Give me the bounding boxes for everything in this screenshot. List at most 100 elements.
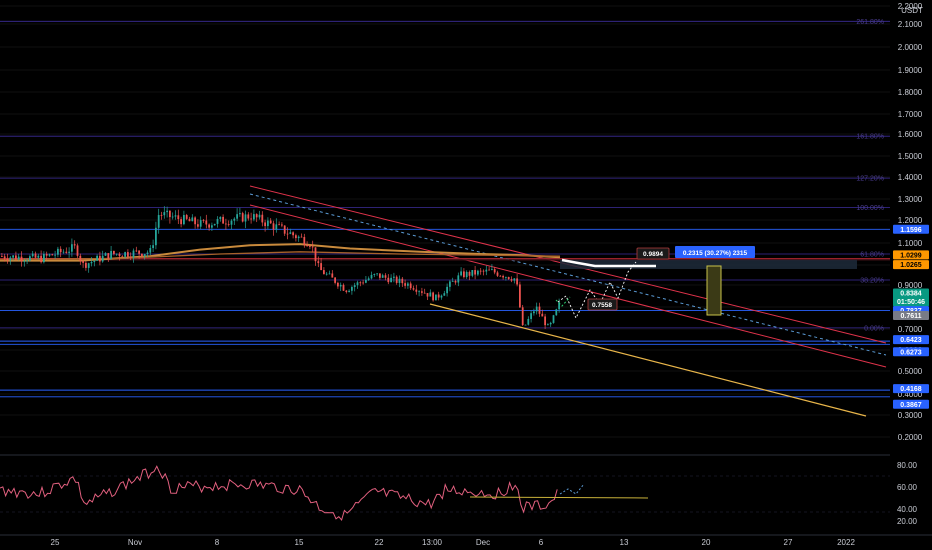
candle-body [552, 315, 555, 323]
candle-body [65, 251, 68, 253]
projected-path-green [555, 296, 571, 307]
rsi-line [0, 465, 558, 522]
candle-body [351, 287, 353, 291]
candle-body [323, 270, 325, 275]
candle-body [244, 214, 247, 222]
candle-body [449, 281, 451, 287]
rsi-panel [0, 454, 890, 522]
candle-body [491, 269, 493, 270]
candle-body [233, 218, 236, 221]
candle-body [314, 247, 317, 262]
candle-body [300, 236, 303, 238]
candle-body [45, 253, 48, 256]
candle-body [205, 220, 208, 225]
candle-body [530, 313, 532, 319]
candle-body [390, 277, 392, 283]
fib-level-label: 161.80% [856, 134, 884, 141]
candle-body [93, 260, 96, 263]
candle-body [202, 220, 205, 221]
candle-body [485, 269, 488, 272]
candle-body [121, 256, 124, 257]
price-tick-label: 1.8000 [898, 88, 923, 97]
candle-body [191, 217, 194, 222]
price-tag-label: 0.3867 [900, 402, 922, 409]
candle-body [177, 215, 180, 220]
candle-body [348, 290, 350, 292]
price-tick-label: 1.3000 [898, 195, 923, 204]
channel-midline [249, 193, 887, 356]
candle-body [468, 271, 471, 276]
candle-body [185, 215, 188, 219]
candle-body [110, 250, 112, 259]
candle-body [99, 255, 101, 262]
price-tag [893, 288, 929, 307]
candle-body [216, 218, 219, 224]
price-tick-label: 0.7000 [898, 325, 923, 334]
price-tick-label: 0.3000 [898, 411, 923, 420]
candle-body [40, 255, 42, 263]
candle-body [129, 256, 132, 258]
candle-body [510, 279, 513, 281]
time-tick-label: 13 [620, 538, 629, 547]
price-tick-label: 2.1000 [898, 20, 923, 29]
candle-body [250, 218, 252, 220]
time-axis[interactable]: 25 Nov 8 15 22 13:00 Dec 6 13 20 27 2022 [0, 534, 932, 547]
price-tag [893, 384, 929, 394]
candle-body [127, 252, 129, 257]
candle-body [345, 290, 348, 292]
fib-level-label: 61.80% [860, 252, 884, 259]
measure-label-box [675, 246, 755, 258]
candle-body [524, 324, 527, 326]
candle-body [269, 220, 272, 224]
candle-body [407, 283, 409, 286]
candle-body [255, 214, 258, 218]
measure-label-text: 0.2315 (30.27%) 2315 [683, 250, 748, 257]
label-text: 0.7558 [592, 302, 612, 309]
candle-body [124, 252, 126, 257]
candle-body [264, 222, 266, 227]
candle-body [211, 225, 213, 228]
candle-body [241, 213, 244, 222]
candle-body [370, 274, 373, 279]
candle-body [157, 215, 160, 228]
candle-body [135, 250, 138, 252]
candle-body [236, 214, 238, 219]
candle-body [337, 282, 339, 287]
price-unit-label: USDT [901, 6, 923, 15]
time-tick-label: 22 [375, 538, 384, 547]
candle-body [169, 210, 171, 218]
candle-body [331, 273, 334, 278]
candle-body [502, 275, 504, 278]
price-tag [893, 311, 929, 321]
candle-body [54, 254, 56, 256]
candle-body [373, 274, 376, 275]
candle-body [163, 212, 166, 216]
annotations: 0.9894 0.7558 0.2315 (30.27%) 2315 [587, 246, 755, 311]
price-tag-label: 0.8384 [900, 291, 922, 298]
candlestick-series [1, 206, 560, 330]
candle-body [533, 311, 535, 314]
price-axis[interactable]: 2.2000 2.1000 2.0000 1.9000 1.8000 1.7000 1.60… [893, 2, 929, 442]
candle-body [297, 236, 300, 239]
label-box [587, 298, 618, 311]
candle-body [267, 220, 269, 227]
candle-body [505, 277, 507, 278]
candle-body [23, 260, 26, 262]
candle-body [219, 216, 222, 219]
candle-body [446, 286, 448, 294]
candle-body [85, 262, 87, 268]
rsi-axis[interactable]: 80.00 60.00 40.00 20.00 [897, 461, 918, 526]
candle-body [281, 224, 283, 226]
candle-body [435, 294, 437, 301]
candle-body [160, 215, 163, 216]
candle-body [48, 254, 51, 256]
rsi-tick-label: 40.00 [897, 505, 918, 514]
candle-body [404, 283, 406, 286]
candle-body [423, 292, 426, 294]
candle-body [421, 291, 423, 293]
candle-body [138, 250, 140, 254]
grid-lines [0, 5, 890, 438]
candle-body [309, 246, 311, 247]
price-projection [555, 258, 656, 320]
